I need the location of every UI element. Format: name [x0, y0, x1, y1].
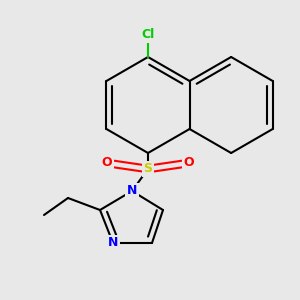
Text: N: N [108, 236, 118, 250]
Text: O: O [184, 157, 194, 169]
Text: N: N [127, 184, 137, 197]
Text: Cl: Cl [141, 28, 154, 41]
Text: S: S [143, 163, 152, 176]
Text: O: O [102, 157, 112, 169]
